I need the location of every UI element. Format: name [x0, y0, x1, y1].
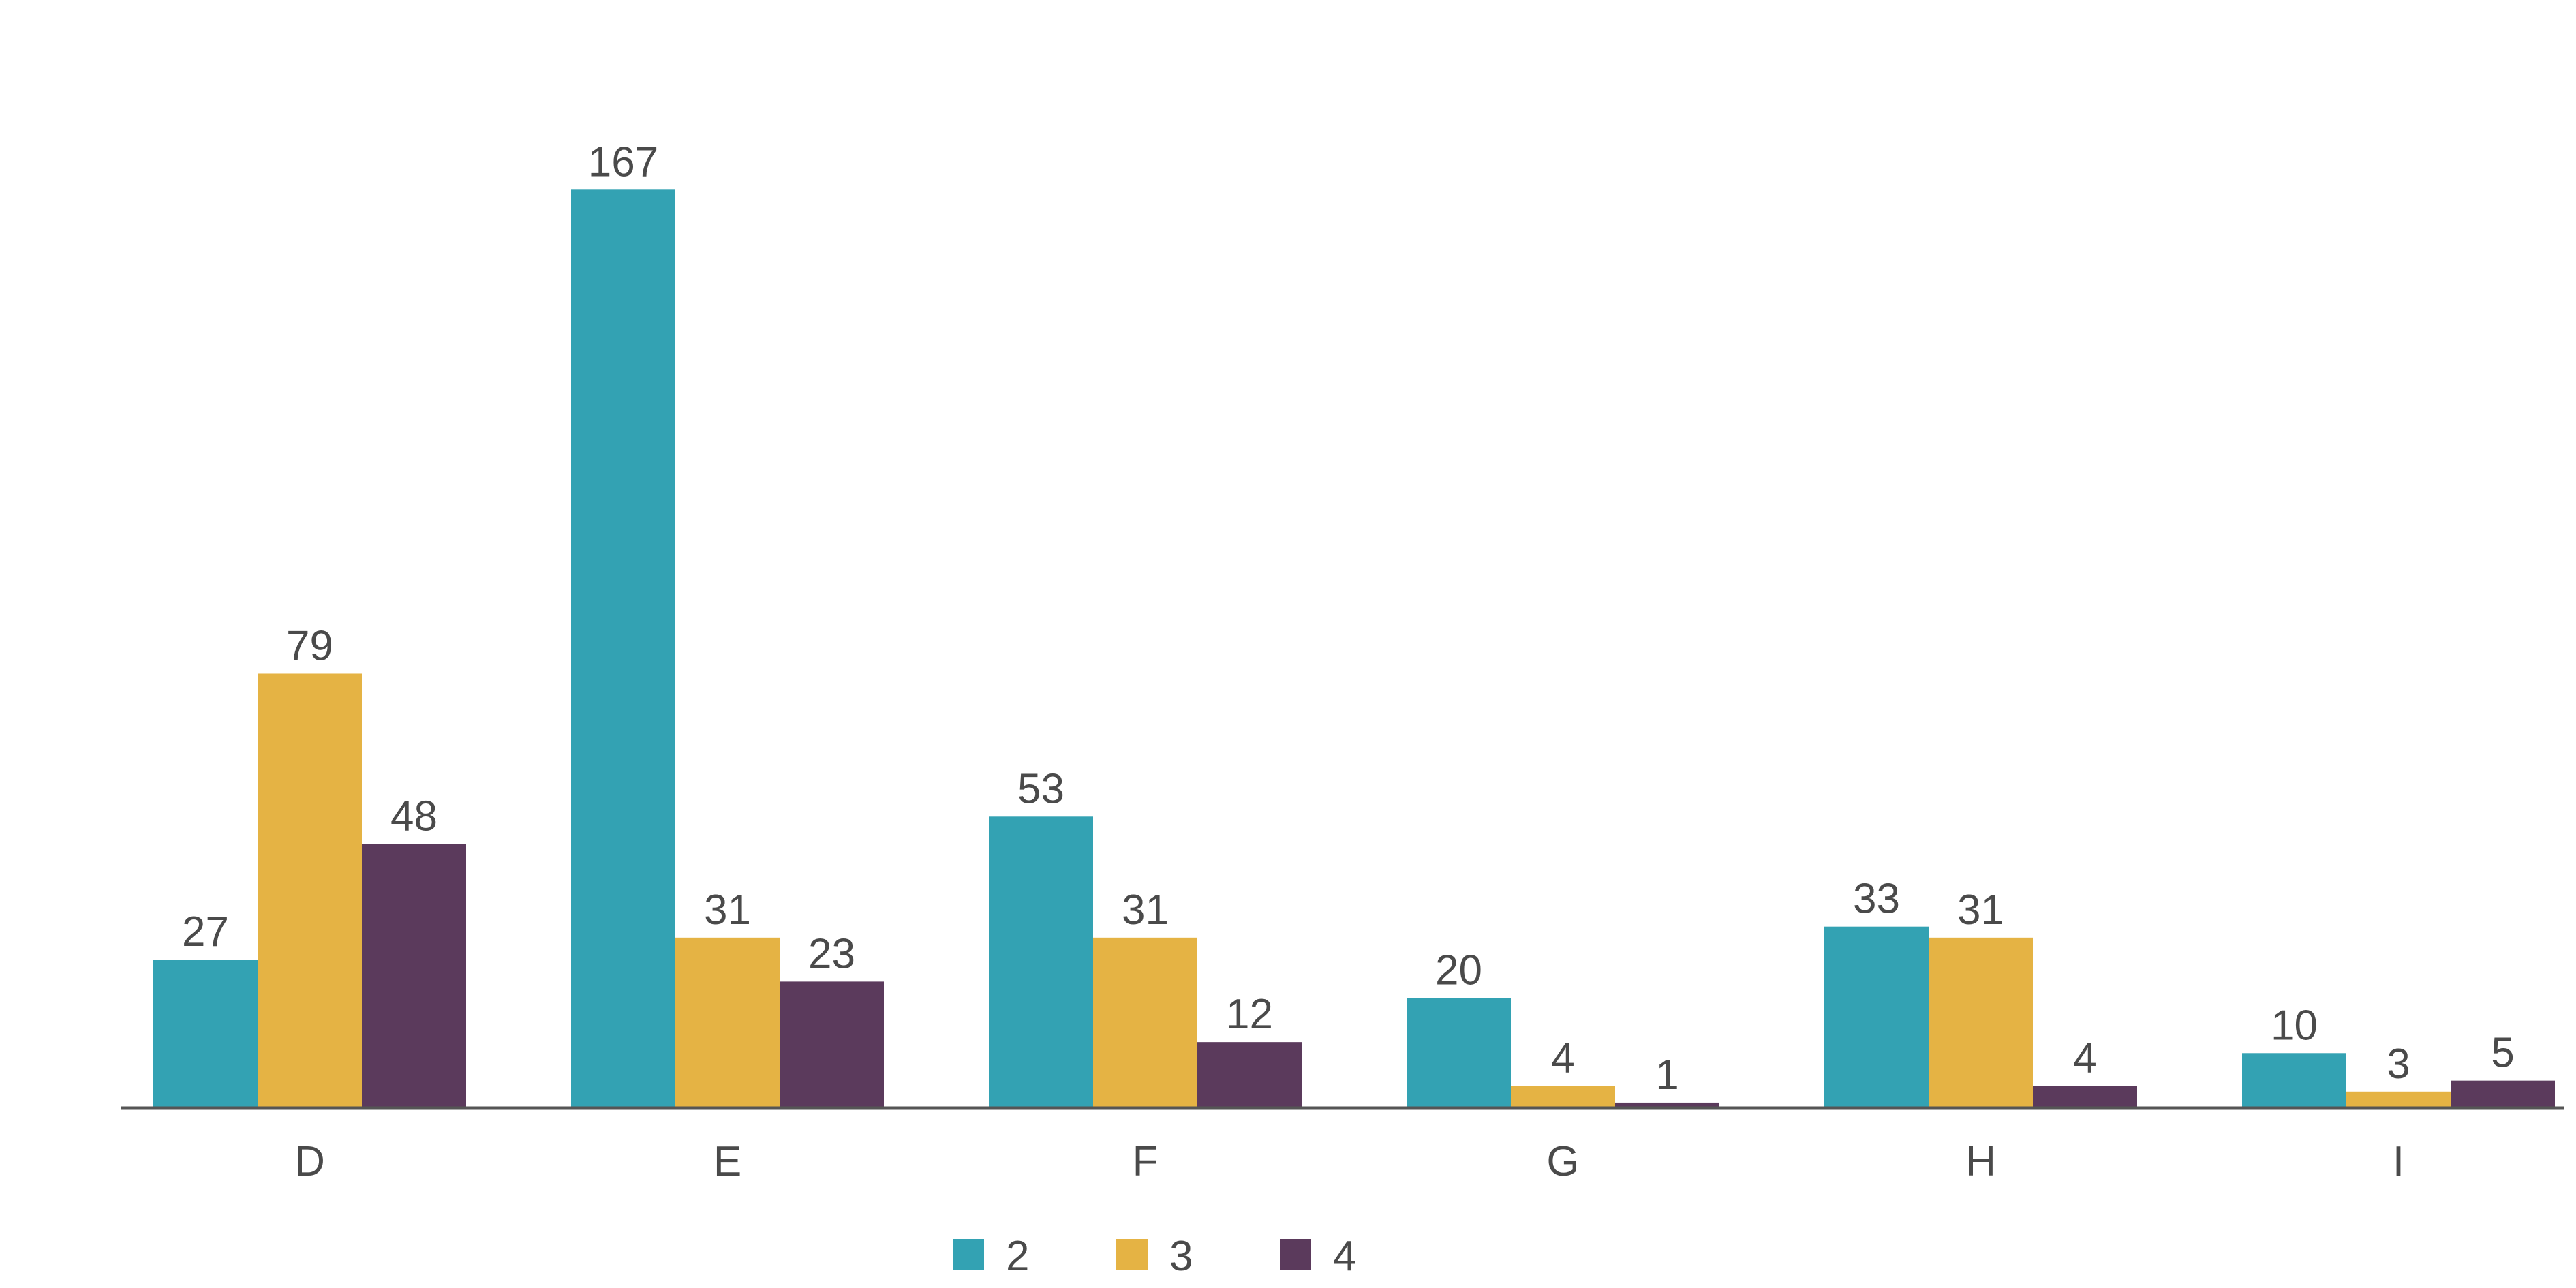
- legend-label: 4: [1333, 1233, 1356, 1280]
- data-label: 3: [2387, 1041, 2410, 1088]
- bar-I-series-2: [2242, 1053, 2346, 1108]
- data-label: 33: [1853, 876, 1900, 923]
- data-label: 167: [588, 138, 658, 185]
- legend-swatch: [953, 1239, 984, 1270]
- bars-layer: [153, 189, 2555, 1108]
- data-label: 10: [2271, 1002, 2318, 1049]
- x-tick-label: F: [1133, 1138, 1159, 1185]
- bar-F-series-2: [989, 816, 1093, 1108]
- data-label: 5: [2491, 1030, 2514, 1077]
- bar-F-series-3: [1093, 937, 1197, 1108]
- data-label: 53: [1017, 765, 1064, 812]
- data-label: 4: [2073, 1035, 2096, 1082]
- data-label: 23: [808, 930, 855, 977]
- legend-swatch: [1280, 1239, 1311, 1270]
- legend-label: 2: [1006, 1233, 1029, 1280]
- bar-I-series-4: [2451, 1080, 2555, 1108]
- data-labels-layer: 27 79 48 167 31 23 53 31 12 20 4 1 33 31 4 10 3 5: [182, 138, 2515, 1099]
- bar-I-series-3: [2346, 1091, 2451, 1108]
- legend: 2 3 4: [953, 1233, 1356, 1280]
- data-label: 31: [1957, 887, 2004, 934]
- data-label: 79: [286, 622, 333, 669]
- legend-label: 3: [1169, 1233, 1193, 1280]
- bar-G-series-4: [1615, 1102, 1719, 1108]
- bar-F-series-4: [1197, 1042, 1302, 1108]
- bar-D-series-3: [258, 673, 362, 1108]
- data-label: 31: [704, 887, 751, 934]
- data-label: 48: [390, 793, 438, 840]
- bar-D-series-4: [362, 844, 466, 1108]
- bar-G-series-2: [1407, 998, 1511, 1108]
- data-label: 4: [1551, 1035, 1574, 1082]
- x-tick-labels: D E F G H I: [294, 1138, 2404, 1185]
- data-label: 27: [182, 908, 229, 955]
- data-label: 20: [1435, 947, 1482, 994]
- bar-H-series-3: [1929, 937, 2033, 1108]
- x-tick-label: G: [1546, 1138, 1579, 1185]
- x-tick-label: E: [714, 1138, 741, 1185]
- data-label: 31: [1122, 887, 1169, 934]
- bar-E-series-2: [571, 189, 675, 1108]
- x-tick-label: I: [2393, 1138, 2404, 1185]
- bar-E-series-4: [780, 981, 884, 1108]
- legend-swatch: [1116, 1239, 1148, 1270]
- bar-D-series-2: [153, 960, 258, 1108]
- bar-H-series-2: [1824, 926, 1929, 1108]
- x-tick-label: D: [294, 1138, 325, 1185]
- bar-H-series-4: [2033, 1086, 2137, 1108]
- data-label: 12: [1226, 991, 1273, 1038]
- data-label: 1: [1655, 1052, 1678, 1099]
- x-tick-label: H: [1965, 1138, 1996, 1185]
- bar-G-series-3: [1511, 1086, 1615, 1108]
- bar-E-series-3: [675, 937, 780, 1108]
